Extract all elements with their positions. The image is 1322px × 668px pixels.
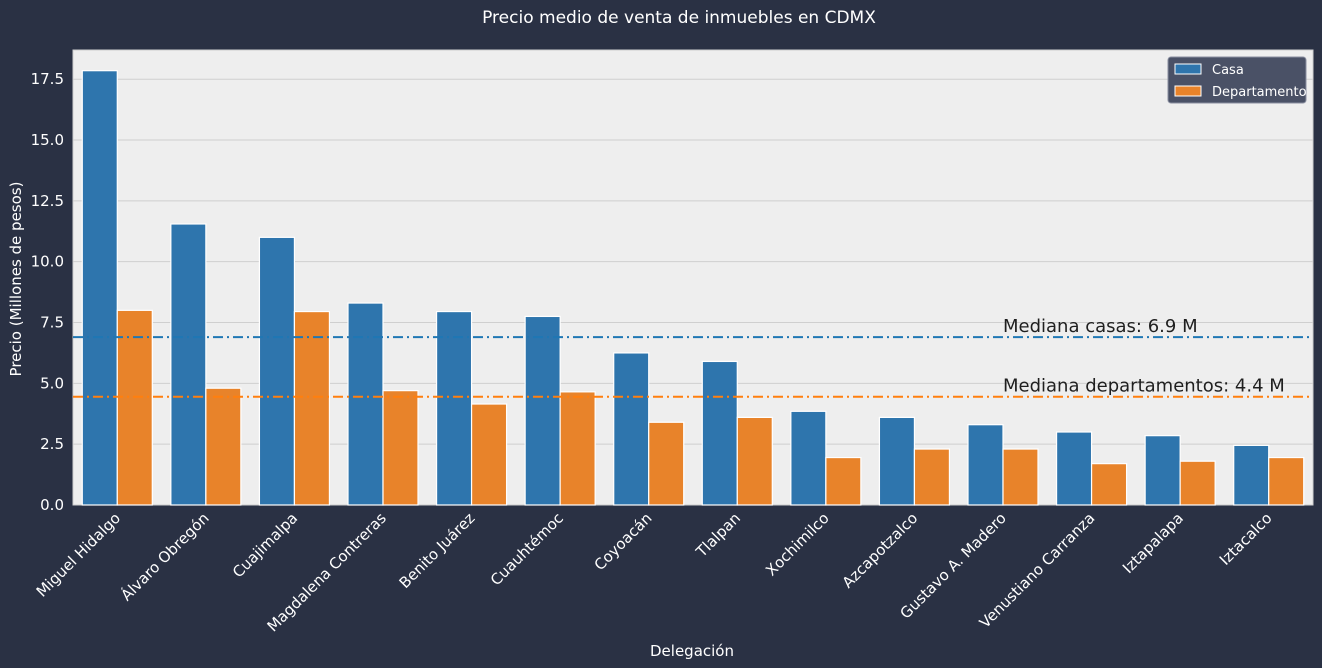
y-tick-label: 2.5 (40, 435, 64, 453)
bar-casa (790, 410, 827, 506)
bar-casa (258, 236, 296, 506)
y-tick-label: 7.5 (40, 314, 64, 332)
bar-departamento (116, 309, 153, 506)
bar-casa (878, 416, 916, 506)
bar-casa (1144, 435, 1181, 506)
bar-departamento (1090, 463, 1128, 506)
median-label: Mediana departamentos: 4.4 M (1003, 376, 1285, 397)
bar-casa (347, 302, 384, 506)
y-tick-label: 17.5 (31, 70, 64, 88)
x-tick-label: Iztacalco (1216, 509, 1276, 569)
bar-departamento (293, 310, 331, 506)
bar-casa (967, 424, 1004, 506)
bar-casa (524, 315, 561, 506)
legend-swatch-departamento (1174, 85, 1202, 97)
y-tick-label: 5.0 (40, 374, 64, 392)
bar-departamento (825, 456, 862, 506)
legend-swatch-casa (1174, 63, 1202, 75)
x-tick-label: Miguel Hidalgo (33, 509, 124, 600)
bar-casa (435, 310, 473, 506)
x-tick-label: Coyoacán (591, 509, 656, 574)
reference-lines: Mediana casas: 6.9 M Mediana departamento… (73, 316, 1313, 398)
y-tick-label: 10.0 (31, 253, 64, 271)
bars (81, 70, 1305, 506)
bar-casa (1055, 431, 1093, 506)
x-tick-label: Iztapalapa (1119, 509, 1187, 577)
bar-departamento (1268, 456, 1305, 506)
bar-departamento (559, 391, 596, 506)
y-axis-ticks: 0.0 2.5 5.0 7.5 10.0 12.5 15.0 17.5 (31, 70, 64, 514)
y-tick-label: 0.0 (40, 496, 64, 514)
y-tick-label: 12.5 (31, 192, 64, 210)
x-tick-label: Benito Juárez (396, 509, 479, 592)
bar-departamento (913, 448, 951, 506)
x-axis-title: Delegación (650, 642, 734, 660)
x-tick-label: Cuajimalpa (229, 509, 301, 581)
x-tick-label: Tlalpan (692, 509, 744, 561)
x-tick-label: Álvaro Obregón (117, 508, 213, 604)
y-tick-label: 15.0 (31, 131, 64, 149)
bar-casa (170, 223, 207, 506)
bar-casa (701, 360, 738, 506)
y-axis-title: Precio (Millones de pesos) (7, 182, 25, 377)
x-tick-label: Azcapotzalco (839, 509, 922, 592)
bar-departamento (470, 403, 508, 506)
bar-casa (613, 352, 650, 506)
bar-departamento (205, 387, 242, 506)
bar-departamento (1179, 460, 1216, 506)
bar-departamento (1002, 448, 1039, 506)
x-tick-label: Xochimilco (762, 509, 833, 580)
chart-title: Precio medio de venta de inmuebles en CD… (482, 8, 876, 28)
legend-box (1167, 56, 1307, 104)
median-label: Mediana casas: 6.9 M (1003, 316, 1198, 337)
legend-label-departamento: Departamento (1212, 85, 1307, 100)
bar-departamento (382, 390, 419, 506)
x-tick-label: Cuauhtémoc (487, 509, 567, 589)
legend-label-casa: Casa (1212, 63, 1244, 78)
bar-departamento (648, 421, 685, 506)
bar-casa (1233, 444, 1270, 506)
bar-casa (81, 70, 118, 506)
legend: Casa Departamento (1167, 56, 1307, 104)
bar-departamento (736, 416, 773, 506)
